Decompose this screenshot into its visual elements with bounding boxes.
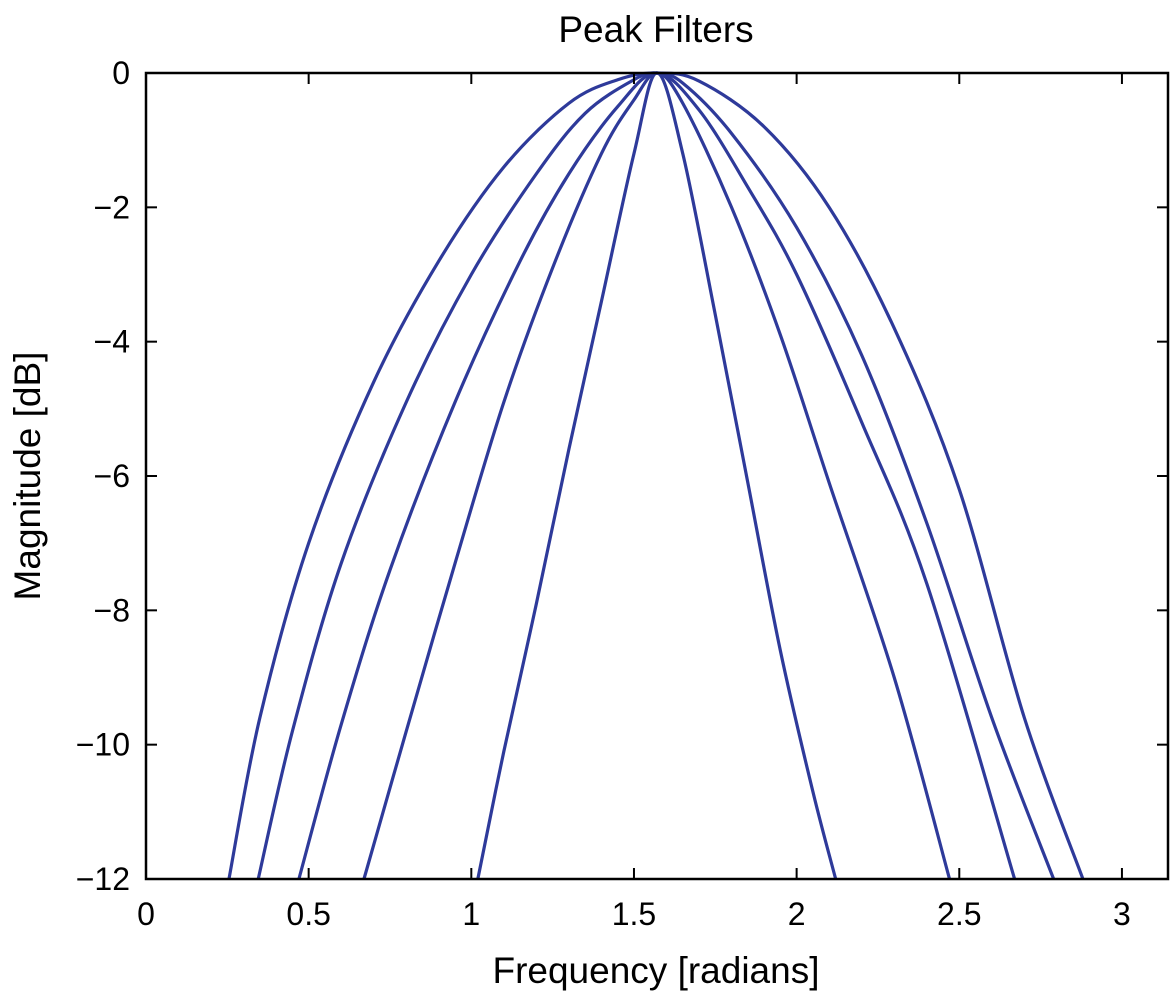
series-group (227, 71, 1085, 880)
y-tick-label: −2 (94, 189, 130, 225)
y-tick-label: −4 (94, 324, 130, 360)
x-tick-label: 3 (1113, 896, 1131, 932)
y-tick-label: −10 (76, 727, 130, 763)
chart-title: Peak Filters (558, 9, 753, 50)
x-tick-label: 0 (137, 896, 155, 932)
axis-ticks: 0 0.5 1 1.5 2 2.5 3 0 −2 −4 −6 −8 −10 −12 (76, 55, 1168, 932)
y-tick-label: 0 (112, 55, 130, 91)
series-line-3 (297, 71, 1017, 880)
x-axis-label: Frequency [radians] (492, 950, 819, 991)
plot-frame (144, 71, 1170, 881)
x-tick-label: 2.5 (937, 896, 981, 932)
y-tick-label: −12 (76, 861, 130, 897)
y-tick-label: −6 (94, 458, 130, 494)
x-tick-label: 1.5 (612, 896, 656, 932)
x-tick-label: 1 (462, 896, 480, 932)
series-line-4 (362, 71, 952, 880)
x-tick-label: 2 (788, 896, 806, 932)
y-axis-label: Magnitude [dB] (7, 352, 48, 601)
y-tick-label: −8 (94, 592, 130, 628)
x-tick-label: 0.5 (286, 896, 330, 932)
series-line-1 (227, 71, 1085, 880)
series-line-5 (476, 71, 838, 880)
series-line-2 (256, 71, 1056, 880)
